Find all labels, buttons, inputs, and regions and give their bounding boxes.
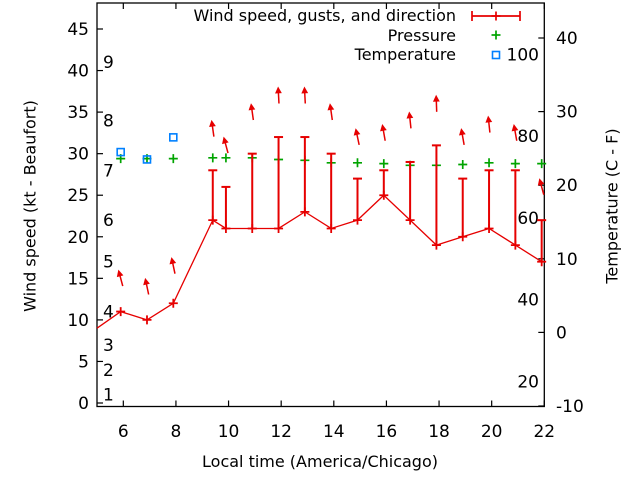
svg-text:15: 15 — [67, 269, 89, 289]
pressure-plus-legend-icon — [468, 26, 524, 44]
legend-row-wind: Wind speed, gusts, and direction — [0, 6, 524, 26]
svg-text:20: 20 — [556, 176, 578, 196]
legend-row-pressure: Pressure — [0, 26, 524, 46]
svg-text:60: 60 — [517, 209, 539, 229]
wind-direction-arrow-icon — [275, 86, 282, 104]
svg-text:12: 12 — [270, 422, 292, 442]
wind-direction-arrow-icon — [380, 124, 387, 141]
svg-text:30: 30 — [67, 145, 89, 165]
wind-direction-arrows — [116, 86, 545, 295]
svg-text:20: 20 — [517, 372, 539, 392]
left-y-axis-title: Wind speed (kt - Beaufort) — [20, 100, 40, 312]
wind-gust-bars — [208, 136, 547, 262]
left-axis-ticks: 0 5 10 15 20 25 30 35 40 45 — [67, 20, 103, 414]
temperature-square-legend-icon — [468, 46, 524, 64]
wind-direction-arrow-icon — [209, 119, 216, 137]
legend-label-temperature: Temperature — [354, 45, 456, 65]
svg-text:7: 7 — [103, 161, 114, 181]
wind-direction-arrow-icon — [459, 128, 466, 146]
wind-direction-arrow-icon — [432, 94, 440, 112]
svg-text:5: 5 — [78, 352, 89, 372]
svg-text:35: 35 — [67, 103, 89, 123]
wind-speed-series — [96, 190, 547, 329]
svg-text:3: 3 — [103, 336, 114, 356]
svg-text:18: 18 — [428, 422, 450, 442]
wind-direction-arrow-icon — [353, 128, 361, 146]
svg-text:20: 20 — [481, 422, 503, 442]
svg-text:8: 8 — [103, 111, 114, 131]
svg-text:9: 9 — [103, 53, 114, 73]
svg-text:10: 10 — [556, 250, 578, 270]
svg-text:80: 80 — [517, 127, 539, 147]
x-axis-title: Local time (America/Chicago) — [202, 452, 438, 471]
wind-direction-arrow-icon — [169, 257, 177, 274]
svg-text:-10: -10 — [556, 397, 584, 417]
fahrenheit-scale-labels: 20 40 60 80 100 — [507, 45, 539, 392]
right-axis-ticks: -10 0 10 20 30 40 — [538, 29, 584, 417]
temperature-series — [116, 133, 178, 164]
legend-label-pressure: Pressure — [387, 25, 456, 45]
wind-direction-arrow-icon — [222, 136, 229, 154]
svg-text:1: 1 — [103, 386, 114, 406]
svg-text:40: 40 — [67, 62, 89, 82]
wind-direction-arrow-icon — [327, 103, 335, 121]
chart-legend: Wind speed, gusts, and direction Pressur… — [0, 6, 524, 65]
right-y-axis-title: Temperature (C - F) — [602, 128, 622, 284]
svg-text:5: 5 — [103, 253, 114, 273]
svg-text:14: 14 — [323, 422, 345, 442]
wind-direction-arrow-icon — [143, 277, 150, 295]
svg-text:22: 22 — [533, 422, 555, 442]
svg-text:20: 20 — [67, 228, 89, 248]
wind-direction-arrow-icon — [537, 178, 545, 195]
wind-direction-arrow-icon — [511, 124, 519, 141]
wind-errorbar-legend-icon — [468, 7, 524, 25]
svg-text:16: 16 — [376, 422, 398, 442]
wind-direction-arrow-icon — [301, 86, 309, 104]
svg-text:45: 45 — [67, 20, 89, 40]
svg-text:25: 25 — [67, 186, 89, 206]
beaufort-scale-labels: 1 2 3 4 5 6 7 8 9 — [103, 53, 114, 405]
x-axis-ticks: 6 8 10 12 14 16 18 20 22 — [118, 3, 555, 442]
svg-text:30: 30 — [556, 103, 578, 123]
svg-text:6: 6 — [118, 422, 129, 442]
wind-direction-arrow-icon — [116, 269, 124, 287]
svg-text:2: 2 — [103, 361, 114, 381]
wind-direction-arrow-icon — [485, 115, 493, 133]
svg-text:0: 0 — [556, 323, 567, 343]
svg-text:40: 40 — [517, 291, 539, 311]
wind-direction-arrow-icon — [406, 111, 414, 129]
plot-border — [96, 2, 545, 408]
svg-text:40: 40 — [556, 29, 578, 49]
legend-row-temperature: Temperature — [0, 45, 524, 65]
wind-direction-arrow-icon — [248, 103, 256, 121]
svg-text:4: 4 — [103, 303, 114, 323]
svg-text:0: 0 — [78, 394, 89, 414]
svg-text:6: 6 — [103, 211, 114, 231]
legend-label-wind: Wind speed, gusts, and direction — [193, 6, 456, 26]
svg-text:10: 10 — [67, 311, 89, 331]
svg-text:10: 10 — [218, 422, 240, 442]
svg-text:8: 8 — [171, 422, 182, 442]
svg-text:100: 100 — [507, 45, 539, 65]
